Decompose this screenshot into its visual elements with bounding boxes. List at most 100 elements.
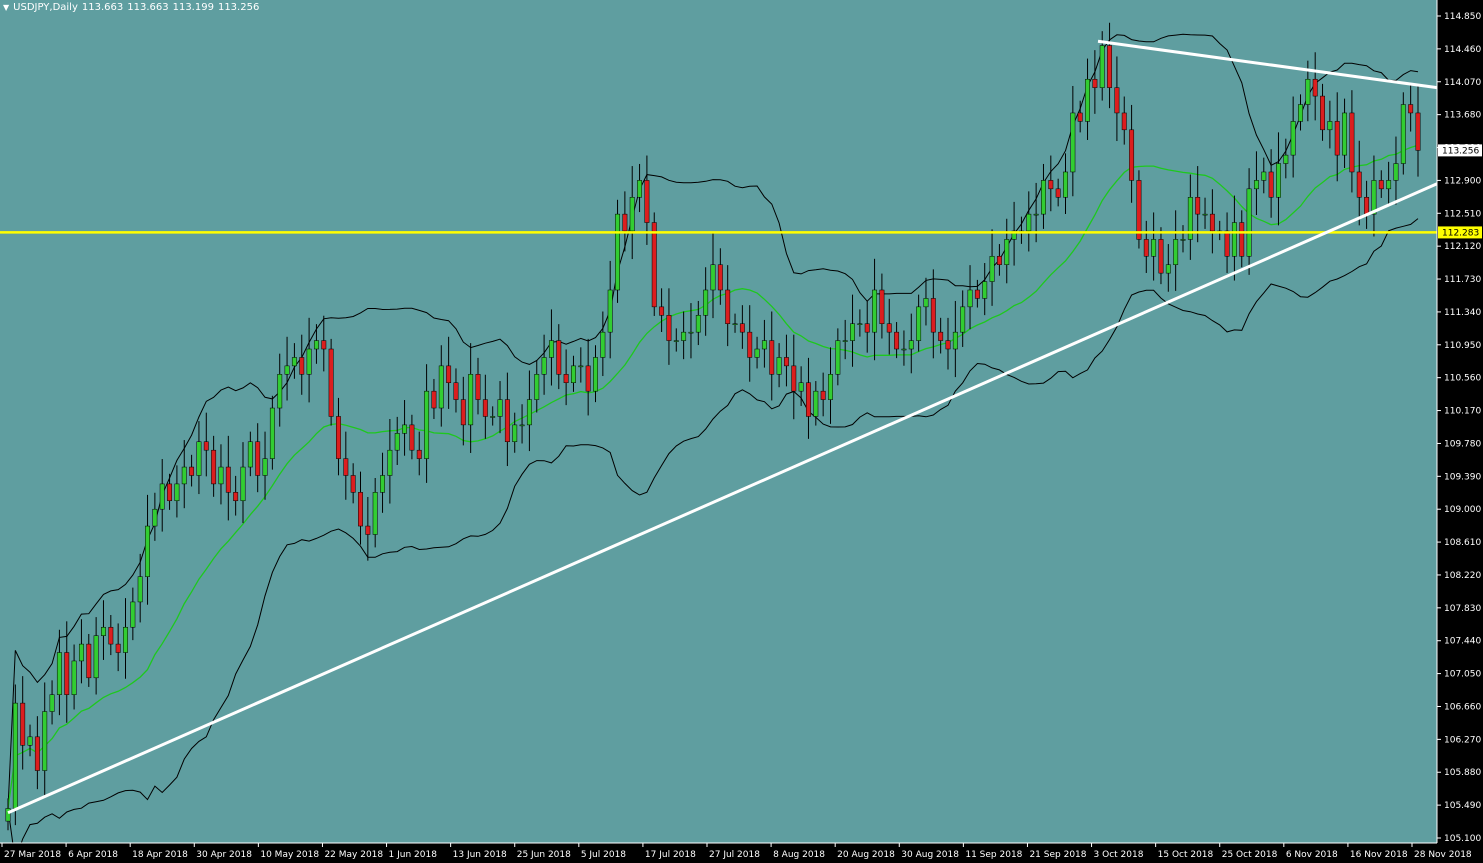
time-tick-label: 25 Oct 2018 xyxy=(1222,850,1278,860)
candle-body xyxy=(1298,104,1303,122)
candle-body xyxy=(710,264,716,291)
candle-body xyxy=(761,340,767,350)
candle-body xyxy=(313,340,319,350)
candle-body xyxy=(1349,112,1355,173)
price-axis-panel xyxy=(1437,0,1483,863)
candle-body xyxy=(299,357,305,375)
candle-body xyxy=(886,323,892,333)
price-tick-label: 114.850 xyxy=(1444,12,1481,22)
candle-body xyxy=(725,289,731,324)
candle-body xyxy=(747,331,753,358)
price-tick-label: 110.950 xyxy=(1444,341,1481,351)
candle-body xyxy=(857,323,863,325)
candle-body xyxy=(12,702,18,809)
candle-body xyxy=(930,298,936,333)
candle-body xyxy=(409,424,415,451)
price-tick-label: 110.560 xyxy=(1444,374,1481,384)
candle-body xyxy=(424,390,430,459)
candle-body xyxy=(1283,154,1289,164)
candle-body xyxy=(798,382,804,392)
candle-body xyxy=(262,458,268,476)
time-tick-label: 22 May 2018 xyxy=(324,850,383,860)
level-price-label-box xyxy=(1438,226,1482,239)
candle-body xyxy=(291,357,297,367)
candle-body xyxy=(5,808,11,822)
price-tick-label: 108.220 xyxy=(1444,571,1481,581)
candle-body xyxy=(196,441,202,476)
time-axis-panel xyxy=(0,843,1483,863)
price-tick-label: 107.050 xyxy=(1444,670,1481,680)
drawn-lines xyxy=(0,39,1438,815)
candle-body xyxy=(556,340,562,375)
candle-body xyxy=(769,340,775,375)
candle-body xyxy=(695,315,701,333)
candle-body xyxy=(1107,45,1113,88)
candle-body xyxy=(211,449,217,485)
open-price: 113.663 xyxy=(81,2,124,13)
candle-body xyxy=(996,256,1002,265)
candle-body xyxy=(974,289,980,299)
time-tick-label: 17 Jul 2018 xyxy=(645,850,696,860)
price-tick-label: 107.440 xyxy=(1444,637,1481,647)
candle-body xyxy=(475,374,481,400)
uptrend-line[interactable] xyxy=(7,182,1438,815)
candle-body xyxy=(64,652,70,695)
candle-body xyxy=(717,264,723,291)
candle-body xyxy=(358,492,363,527)
time-tick-label: 30 Apr 2018 xyxy=(196,850,252,860)
candle-body xyxy=(108,626,114,645)
price-axis: 114.850114.460114.070113.680113.290112.9… xyxy=(1436,0,1483,863)
time-tick-label: 30 Aug 2018 xyxy=(901,850,959,860)
price-tick-label: 112.510 xyxy=(1444,209,1481,219)
candle-body xyxy=(1004,239,1010,265)
candle-body xyxy=(1099,45,1105,88)
time-tick-label: 1 Jun 2018 xyxy=(389,850,438,860)
downtrend-line[interactable] xyxy=(1097,39,1438,90)
candle-body xyxy=(137,576,143,603)
candle-body xyxy=(350,475,356,493)
candle-body xyxy=(1320,95,1325,131)
candle-body xyxy=(1231,222,1237,257)
candle-body xyxy=(56,652,62,695)
candle-body xyxy=(233,492,239,502)
candle-body xyxy=(1202,213,1208,216)
candles xyxy=(5,22,1421,831)
candle-body xyxy=(754,348,760,358)
time-tick-label: 21 Sep 2018 xyxy=(1029,850,1086,860)
candle-body xyxy=(1386,180,1392,190)
time-tick-label: 27 Mar 2018 xyxy=(4,850,61,860)
time-tick-label: 16 Nov 2018 xyxy=(1350,850,1408,860)
candle-body xyxy=(629,197,635,232)
plot-area[interactable] xyxy=(0,0,1437,843)
dropdown-arrow-icon[interactable]: ▼ xyxy=(3,2,10,12)
candle-body xyxy=(453,382,459,400)
candle-body xyxy=(923,298,929,308)
candle-body xyxy=(850,323,855,341)
candle-body xyxy=(1400,104,1406,164)
candle-body xyxy=(130,601,136,628)
time-tick-label: 13 Jun 2018 xyxy=(453,850,507,860)
candle-body xyxy=(967,289,973,308)
candle-body xyxy=(42,711,48,771)
candle-body xyxy=(247,441,253,468)
candle-body xyxy=(945,340,951,350)
candle-body xyxy=(1327,121,1333,131)
candle-body xyxy=(1041,180,1046,215)
candle-body xyxy=(225,466,231,493)
price-tick-label: 106.660 xyxy=(1444,702,1481,712)
candle-body xyxy=(145,525,150,577)
candle-body xyxy=(563,374,569,383)
candle-body xyxy=(446,365,452,383)
candle-body xyxy=(651,222,657,308)
candle-body xyxy=(659,306,665,316)
price-tick-label: 113.680 xyxy=(1444,111,1481,121)
time-tick-label: 5 Jul 2018 xyxy=(581,850,626,860)
candle-body xyxy=(1224,230,1230,257)
candle-body xyxy=(1158,239,1164,274)
time-tick-label: 6 Nov 2018 xyxy=(1286,850,1338,860)
candle-body xyxy=(578,365,584,368)
candle-body xyxy=(901,348,907,351)
candle-body xyxy=(776,357,782,375)
candle-body xyxy=(960,306,966,333)
